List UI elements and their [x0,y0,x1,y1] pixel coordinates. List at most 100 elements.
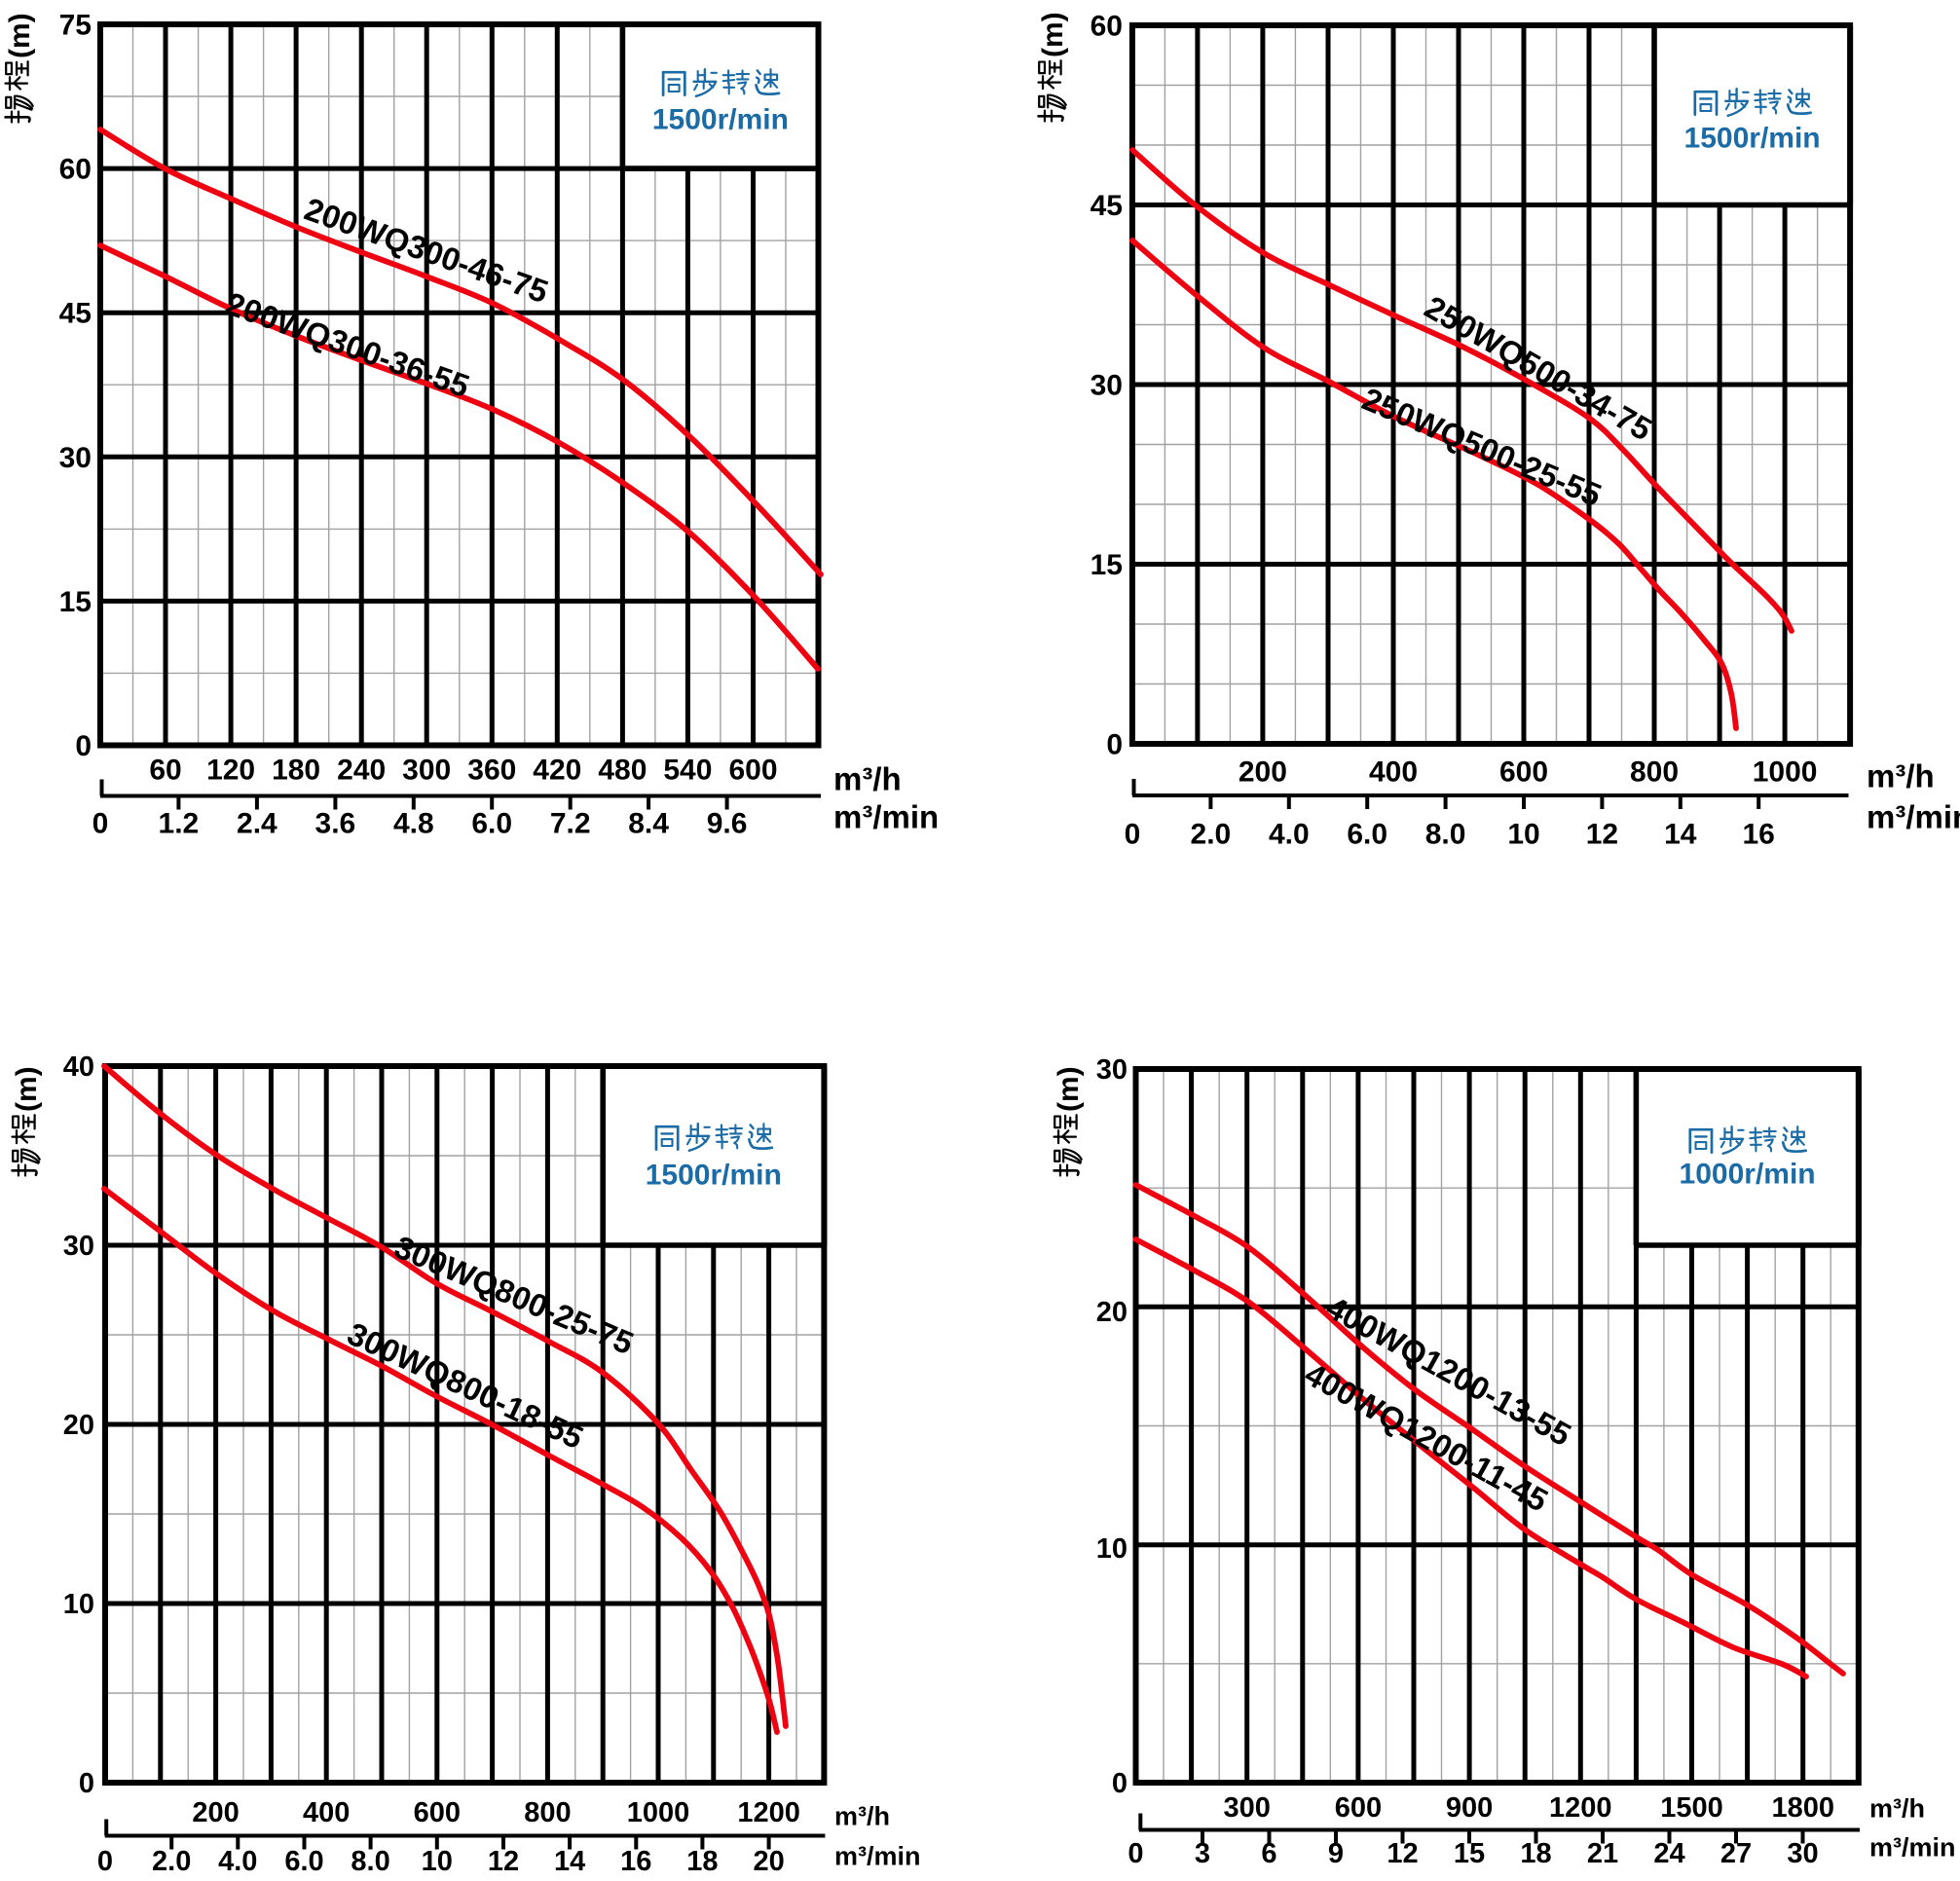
svg-text:200: 200 [1239,756,1287,789]
svg-text:0: 0 [75,730,92,762]
svg-text:8.0: 8.0 [1425,819,1466,851]
svg-text:6.0: 6.0 [1347,819,1387,851]
svg-text:6.0: 6.0 [471,808,512,840]
svg-text:2.0: 2.0 [1191,819,1232,851]
svg-text:800: 800 [1630,756,1679,789]
svg-text:1200: 1200 [737,1797,800,1828]
svg-text:30: 30 [1096,1054,1128,1086]
svg-text:16: 16 [1743,819,1775,851]
svg-text:40: 40 [63,1051,94,1083]
svg-text:m³/h: m³/h [834,1802,890,1831]
svg-text:21: 21 [1587,1838,1618,1869]
svg-text:4.8: 4.8 [393,808,434,840]
svg-text:10: 10 [63,1589,94,1620]
svg-text:400: 400 [1369,756,1418,789]
svg-text:60: 60 [59,154,92,186]
svg-text:m³/min: m³/min [834,1842,921,1871]
svg-text:2.0: 2.0 [152,1846,191,1877]
svg-text:4.0: 4.0 [1269,819,1310,851]
svg-text:27: 27 [1720,1838,1752,1869]
svg-text:1200: 1200 [1549,1792,1612,1824]
svg-text:10: 10 [1507,819,1539,851]
svg-text:15: 15 [59,586,92,618]
svg-text:1500: 1500 [1660,1792,1723,1824]
svg-text:9: 9 [1328,1838,1344,1869]
svg-text:0: 0 [1112,1768,1128,1799]
svg-text:3: 3 [1195,1838,1210,1869]
svg-text:10: 10 [1096,1533,1128,1565]
svg-text:10: 10 [422,1846,453,1877]
svg-text:m³/min: m³/min [833,799,939,835]
svg-text:0: 0 [1125,819,1141,851]
svg-text:420: 420 [533,755,581,787]
svg-text:8.0: 8.0 [351,1846,389,1877]
svg-text:12: 12 [1586,819,1618,851]
svg-text:180: 180 [272,755,320,787]
svg-text:75: 75 [59,10,92,42]
svg-text:18: 18 [1520,1838,1551,1869]
svg-text:8.4: 8.4 [628,808,669,840]
svg-text:15: 15 [1454,1838,1485,1869]
svg-text:600: 600 [1499,756,1548,789]
svg-text:45: 45 [1091,190,1123,222]
svg-text:m³/h: m³/h [1869,1794,1925,1824]
svg-text:30: 30 [63,1231,94,1262]
svg-text:15: 15 [1091,549,1123,581]
svg-text:45: 45 [59,298,92,330]
svg-text:1000: 1000 [1753,756,1818,789]
svg-text:0: 0 [1128,1838,1143,1869]
svg-text:800: 800 [524,1797,571,1828]
svg-text:(m): (m) [11,1066,43,1112]
svg-text:6: 6 [1261,1838,1276,1869]
svg-text:20: 20 [63,1410,94,1441]
svg-text:60: 60 [149,755,181,787]
svg-text:(m): (m) [1053,1066,1085,1112]
svg-text:1500r/min: 1500r/min [1684,123,1821,155]
svg-text:12: 12 [488,1846,519,1877]
svg-text:(m): (m) [4,13,36,58]
svg-text:900: 900 [1446,1792,1493,1824]
svg-text:1000r/min: 1000r/min [1680,1159,1816,1191]
svg-text:14: 14 [1664,819,1697,851]
svg-text:m³/min: m³/min [1869,1833,1956,1863]
svg-text:3.6: 3.6 [315,808,356,840]
svg-text:1500r/min: 1500r/min [646,1160,782,1192]
svg-text:m³/h: m³/h [833,761,902,797]
svg-text:0: 0 [1106,729,1123,761]
svg-text:60: 60 [1091,11,1123,43]
svg-text:1000: 1000 [627,1797,690,1828]
svg-text:m³/h: m³/h [1867,758,1935,794]
svg-text:300: 300 [402,755,451,787]
svg-text:7.2: 7.2 [550,808,591,840]
svg-text:600: 600 [414,1797,461,1828]
svg-text:540: 540 [663,755,712,787]
svg-text:600: 600 [1335,1792,1382,1824]
svg-text:600: 600 [728,755,777,787]
svg-text:2.4: 2.4 [237,808,277,840]
svg-text:0: 0 [92,808,109,840]
svg-text:18: 18 [686,1846,718,1877]
svg-text:30: 30 [59,442,92,474]
svg-text:16: 16 [620,1846,651,1877]
svg-text:9.6: 9.6 [707,808,748,840]
svg-text:0: 0 [79,1768,94,1799]
svg-text:480: 480 [598,755,647,787]
svg-text:0: 0 [97,1846,113,1877]
svg-text:12: 12 [1387,1838,1418,1869]
svg-text:4.0: 4.0 [218,1846,257,1877]
svg-text:200: 200 [192,1797,239,1828]
svg-text:1.2: 1.2 [159,808,200,840]
svg-text:14: 14 [554,1846,585,1877]
svg-text:(m): (m) [1037,12,1069,57]
svg-text:30: 30 [1787,1838,1818,1869]
svg-text:6.0: 6.0 [284,1846,323,1877]
svg-text:1800: 1800 [1771,1792,1834,1824]
svg-text:30: 30 [1091,370,1123,402]
svg-text:120: 120 [206,755,255,787]
svg-text:20: 20 [1096,1297,1128,1328]
svg-text:360: 360 [467,755,516,787]
svg-text:24: 24 [1653,1838,1684,1869]
svg-text:m³/min: m³/min [1867,799,1960,835]
svg-text:300: 300 [1224,1792,1271,1824]
svg-text:400: 400 [303,1797,350,1828]
